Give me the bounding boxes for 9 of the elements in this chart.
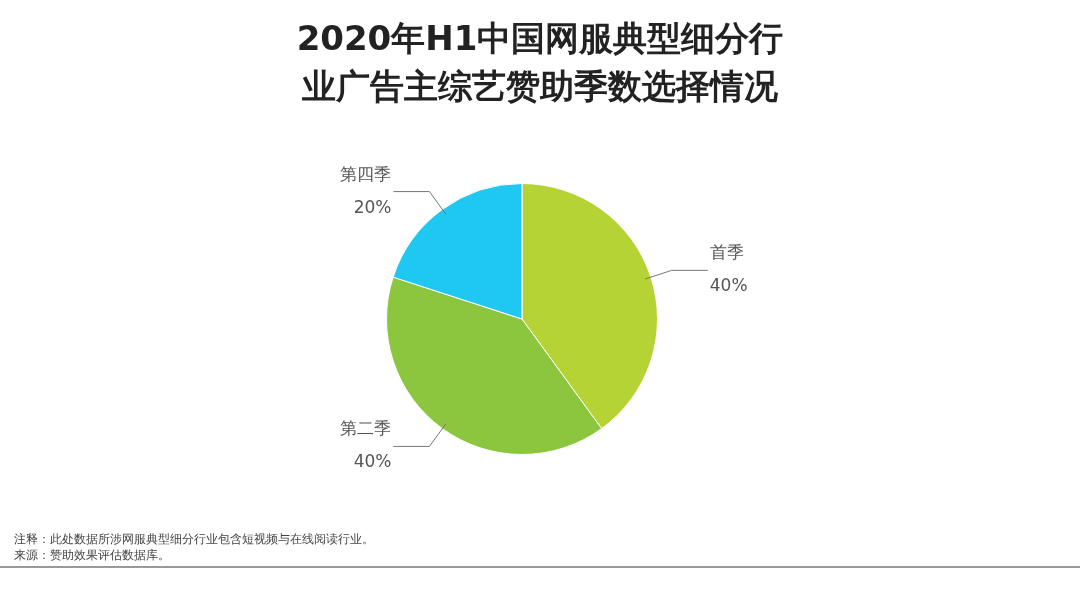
source-note: 来源：赞助效果评估数据库。: [14, 547, 171, 563]
chart-title: 2020年H1中国网服典型细分行业广告主综艺赞助季数选择情况: [295, 17, 785, 108]
data-label: 20%: [353, 196, 392, 217]
slice-label: 第四季: [340, 163, 392, 184]
slice-label: 第二季: [340, 418, 392, 439]
text: 注释：此处数据所涉网服典型细分行业包含短视频与在线阅读行业。: [14, 531, 374, 547]
data-label: 40%: [353, 451, 392, 472]
slice-label: 首季: [709, 242, 744, 263]
data-label: 40%: [709, 275, 748, 296]
